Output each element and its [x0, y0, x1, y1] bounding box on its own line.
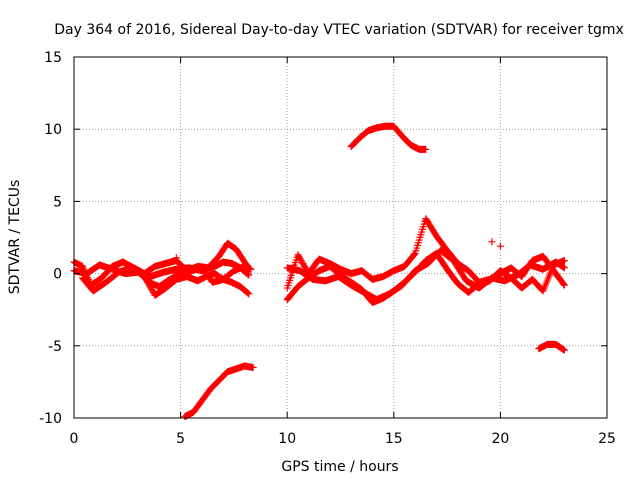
series-outliers: [172, 238, 504, 262]
series-arc-d: [134, 262, 255, 291]
data-point: [249, 363, 257, 371]
data-point: [410, 250, 418, 258]
data-point: [245, 290, 253, 298]
data-point: [244, 270, 252, 278]
y-tick-label: 10: [44, 122, 62, 138]
series-arc-e: [181, 362, 257, 421]
data-point: [172, 254, 180, 262]
y-axis-title: SDTVAR / TECUs: [7, 180, 23, 295]
data-point: [496, 242, 504, 250]
data-point: [560, 280, 568, 288]
x-tick-label: 20: [491, 431, 509, 447]
data-point: [243, 270, 251, 278]
x-tick-label: 5: [176, 431, 185, 447]
x-tick-label: 25: [598, 431, 616, 447]
x-axis-title: GPS time / hours: [281, 459, 398, 475]
series-arc-h: [283, 249, 568, 306]
data-point: [488, 238, 496, 246]
y-tick-label: 0: [53, 267, 62, 283]
x-tick-label: 10: [278, 431, 296, 447]
data-points: [70, 122, 568, 421]
data-point: [247, 265, 255, 273]
data-point: [560, 281, 568, 289]
y-tick-label: 15: [44, 50, 62, 66]
series-arc-j: [535, 340, 568, 354]
data-point: [244, 289, 252, 297]
data-point: [560, 346, 568, 354]
data-point: [243, 288, 251, 296]
tick-labels: 0 5 10 15 20 25 -10 -5 0 5 10 15: [39, 50, 616, 447]
series-arc-i: [347, 122, 430, 153]
chart-title: Day 364 of 2016, Sidereal Day-to-day VTE…: [54, 22, 624, 38]
plot-frame: [73, 56, 608, 419]
data-point: [560, 264, 568, 272]
x-tick-label: 0: [70, 431, 79, 447]
y-tick-label: -5: [48, 339, 62, 355]
y-tick-label: 5: [53, 194, 62, 210]
data-point: [422, 145, 430, 153]
data-point: [245, 271, 253, 279]
y-tick-label: -10: [39, 411, 62, 427]
x-tick-label: 15: [385, 431, 403, 447]
axis-ticks: [73, 56, 608, 419]
data-point: [560, 257, 568, 265]
